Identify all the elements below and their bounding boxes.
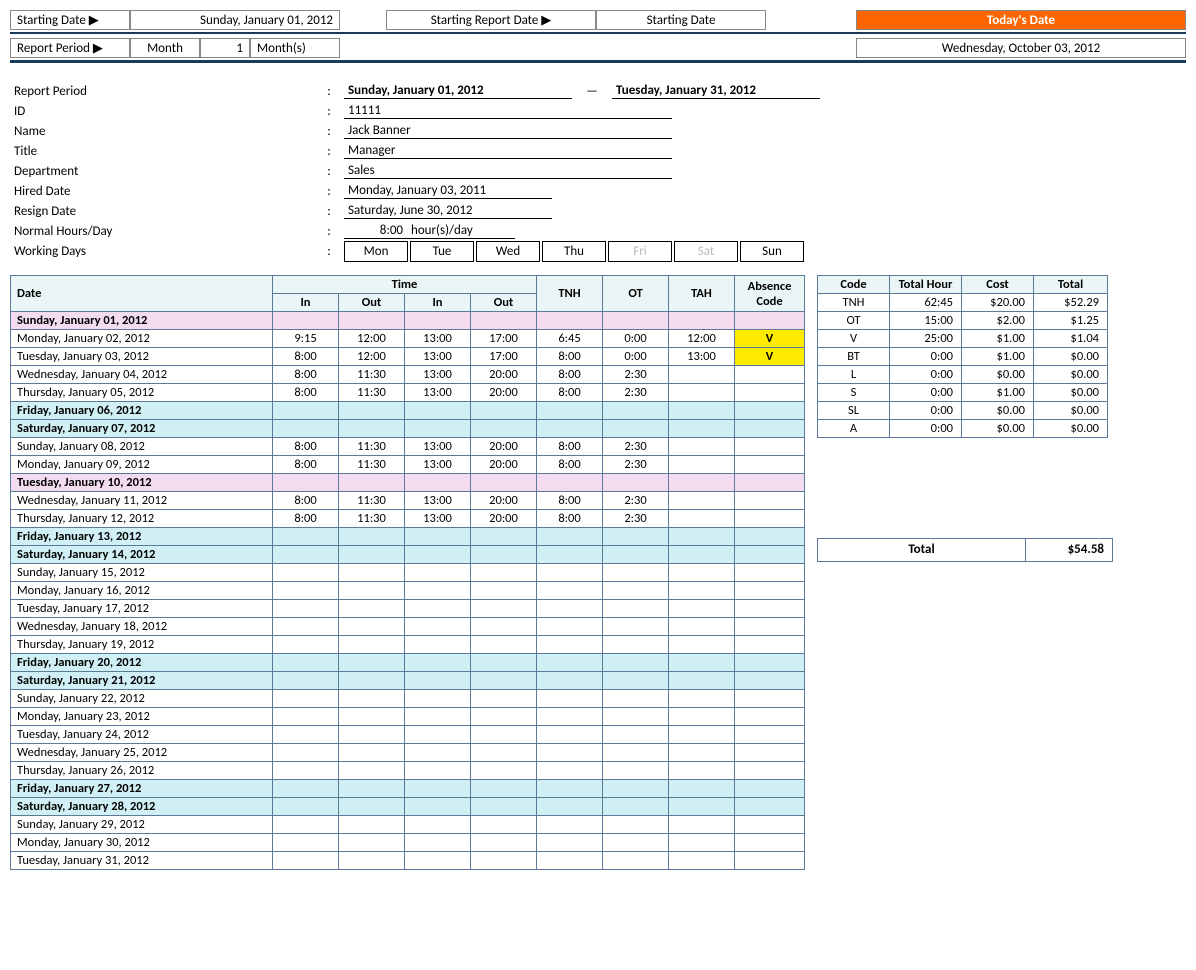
table-row[interactable]: Monday, January 09, 20128:0011:3013:0020… [11,456,805,474]
starting-report-date-value[interactable]: Starting Date [596,10,766,30]
day-box-tue[interactable]: Tue [410,241,474,262]
starting-date-value[interactable]: Sunday, January 01, 2012 [130,10,340,30]
starting-date-label: Starting Date ▶ [10,10,130,30]
table-row: V25:00$1.00$1.04 [818,330,1108,348]
table-row[interactable]: Friday, January 13, 2012 [11,528,805,546]
table-row[interactable]: Sunday, January 08, 20128:0011:3013:0020… [11,438,805,456]
table-row[interactable]: Thursday, January 05, 20128:0011:3013:00… [11,384,805,402]
table-row: L0:00$0.00$0.00 [818,366,1108,384]
table-row[interactable]: Sunday, January 01, 2012 [11,312,805,330]
day-box-fri[interactable]: Fri [608,241,672,262]
table-row[interactable]: Friday, January 06, 2012 [11,402,805,420]
table-row[interactable]: Tuesday, January 31, 2012 [11,852,805,870]
table-row[interactable]: Thursday, January 12, 20128:0011:3013:00… [11,510,805,528]
table-row: BT0:00$1.00$0.00 [818,348,1108,366]
table-row[interactable]: Saturday, January 14, 2012 [11,546,805,564]
grand-total-label: Total [818,539,1026,561]
table-row[interactable]: Sunday, January 29, 2012 [11,816,805,834]
info-hours-value: 8:00 [344,223,407,239]
info-hours-label: Normal Hours/Day [14,224,314,239]
working-days-boxes: MonTueWedThuFriSatSun [344,241,806,262]
th-ot: OT [603,276,669,312]
table-row[interactable]: Tuesday, January 03, 20128:0012:0013:001… [11,348,805,366]
th-hour: Total Hour [890,276,962,294]
top-header: Starting Date ▶ Sunday, January 01, 2012… [10,10,1186,63]
th-absence: Absence Code [735,276,805,312]
summary-block: Code Total Hour Cost Total TNH62:45$20.0… [817,275,1113,562]
day-box-mon[interactable]: Mon [344,241,408,262]
table-row[interactable]: Friday, January 20, 2012 [11,654,805,672]
table-row[interactable]: Sunday, January 15, 2012 [11,564,805,582]
th-in2: In [405,294,471,312]
info-name-value: Jack Banner [344,123,672,139]
table-row[interactable]: Thursday, January 26, 2012 [11,762,805,780]
table-row: SL0:00$0.00$0.00 [818,402,1108,420]
th-code: Code [818,276,890,294]
th-cost: Cost [962,276,1034,294]
table-row[interactable]: Saturday, January 21, 2012 [11,672,805,690]
month-value[interactable]: 1 [200,38,250,58]
info-resign-label: Resign Date [14,204,314,219]
todays-date-label: Today's Date [856,10,1186,30]
info-hired-value: Monday, January 03, 2011 [344,183,552,199]
info-hired-label: Hired Date [14,184,314,199]
table-row[interactable]: Wednesday, January 18, 2012 [11,618,805,636]
info-department-label: Department [14,164,314,179]
table-row[interactable]: Wednesday, January 11, 20128:0011:3013:0… [11,492,805,510]
info-name-label: Name [14,124,314,139]
table-row: OT15:00$2.00$1.25 [818,312,1108,330]
info-id-value: 11111 [344,103,672,119]
th-out1: Out [339,294,405,312]
report-period-label: Report Period ▶ [10,38,130,58]
th-date: Date [11,276,273,312]
summary-table: Code Total Hour Cost Total TNH62:45$20.0… [817,275,1108,438]
table-row[interactable]: Saturday, January 28, 2012 [11,798,805,816]
todays-date-value: Wednesday, October 03, 2012 [856,38,1186,58]
table-row[interactable]: Tuesday, January 24, 2012 [11,726,805,744]
table-row[interactable]: Saturday, January 07, 2012 [11,420,805,438]
table-row[interactable]: Thursday, January 19, 2012 [11,636,805,654]
grand-total-value: $54.58 [1026,539,1112,561]
th-total: Total [1034,276,1108,294]
table-row[interactable]: Wednesday, January 25, 2012 [11,744,805,762]
table-row[interactable]: Tuesday, January 17, 2012 [11,600,805,618]
table-row[interactable]: Wednesday, January 04, 20128:0011:3013:0… [11,366,805,384]
starting-report-date-label: Starting Report Date ▶ [386,10,596,30]
th-tnh: TNH [537,276,603,312]
th-tah: TAH [669,276,735,312]
timesheet-table: Date Time TNH OT TAH Absence Code In Out… [10,275,805,870]
grand-total: Total $54.58 [817,538,1113,562]
th-in1: In [273,294,339,312]
month-label: Month [130,38,200,58]
table-row[interactable]: Sunday, January 22, 2012 [11,690,805,708]
info-department-value: Sales [344,163,672,179]
day-box-thu[interactable]: Thu [542,241,606,262]
info-report-period-start: Sunday, January 01, 2012 [344,83,572,99]
info-report-period-label: Report Period [14,84,314,99]
info-working-days-label: Working Days [14,244,314,259]
table-row[interactable]: Monday, January 30, 2012 [11,834,805,852]
th-out2: Out [471,294,537,312]
table-row[interactable]: Tuesday, January 10, 2012 [11,474,805,492]
table-row[interactable]: Monday, January 16, 2012 [11,582,805,600]
info-resign-value: Saturday, June 30, 2012 [344,203,552,219]
info-title-label: Title [14,144,314,159]
day-box-wed[interactable]: Wed [476,241,540,262]
table-row[interactable]: Monday, January 23, 2012 [11,708,805,726]
info-title-value: Manager [344,143,672,159]
months-label: Month(s) [250,38,340,58]
table-row: S0:00$1.00$0.00 [818,384,1108,402]
th-time: Time [273,276,537,294]
info-report-period-sep: — [572,84,612,99]
info-id-label: ID [14,104,314,119]
info-report-period-end: Tuesday, January 31, 2012 [612,83,820,99]
info-hours-unit: hour(s)/day [407,223,515,239]
table-row[interactable]: Monday, January 02, 20129:1512:0013:0017… [11,330,805,348]
info-block: Report Period : Sunday, January 01, 2012… [10,81,1186,261]
table-row: TNH62:45$20.00$52.29 [818,294,1108,312]
table-row[interactable]: Friday, January 27, 2012 [11,780,805,798]
day-box-sat[interactable]: Sat [674,241,738,262]
table-row: A0:00$0.00$0.00 [818,420,1108,438]
day-box-sun[interactable]: Sun [740,241,804,262]
